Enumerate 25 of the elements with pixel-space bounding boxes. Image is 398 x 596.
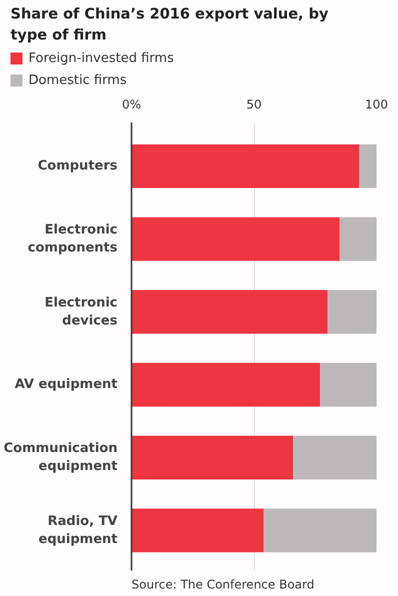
x-tick-label: 100	[365, 98, 388, 112]
chart-title: Share of China’s 2016 export value, by type of firm	[10, 6, 329, 44]
bar	[132, 290, 328, 334]
y-tick-label: Communication equipment	[4, 441, 118, 474]
y-tick-label: Electronic devices	[44, 295, 118, 328]
x-tick-label: 50	[246, 98, 262, 112]
bar	[340, 217, 376, 261]
y-tick-label: Computers	[38, 158, 118, 174]
legend-label: Foreign-invested firms	[28, 51, 174, 66]
y-tick-label: Radio, TV equipment	[38, 514, 118, 547]
bar	[132, 217, 340, 261]
bar	[320, 362, 376, 407]
bar	[132, 362, 320, 407]
legend-label: Domestic firms	[28, 73, 127, 88]
bar	[132, 436, 294, 480]
bar	[293, 436, 376, 480]
bar	[132, 144, 360, 188]
bar	[264, 508, 376, 552]
source-note: Source: The Conference Board	[132, 578, 314, 592]
y-tick-label: AV equipment	[14, 377, 118, 392]
bar	[132, 508, 264, 552]
y-tick-label: Electronic components	[28, 222, 118, 256]
bar	[328, 290, 376, 334]
bar	[359, 144, 376, 188]
x-tick-label: 0%	[122, 98, 142, 112]
